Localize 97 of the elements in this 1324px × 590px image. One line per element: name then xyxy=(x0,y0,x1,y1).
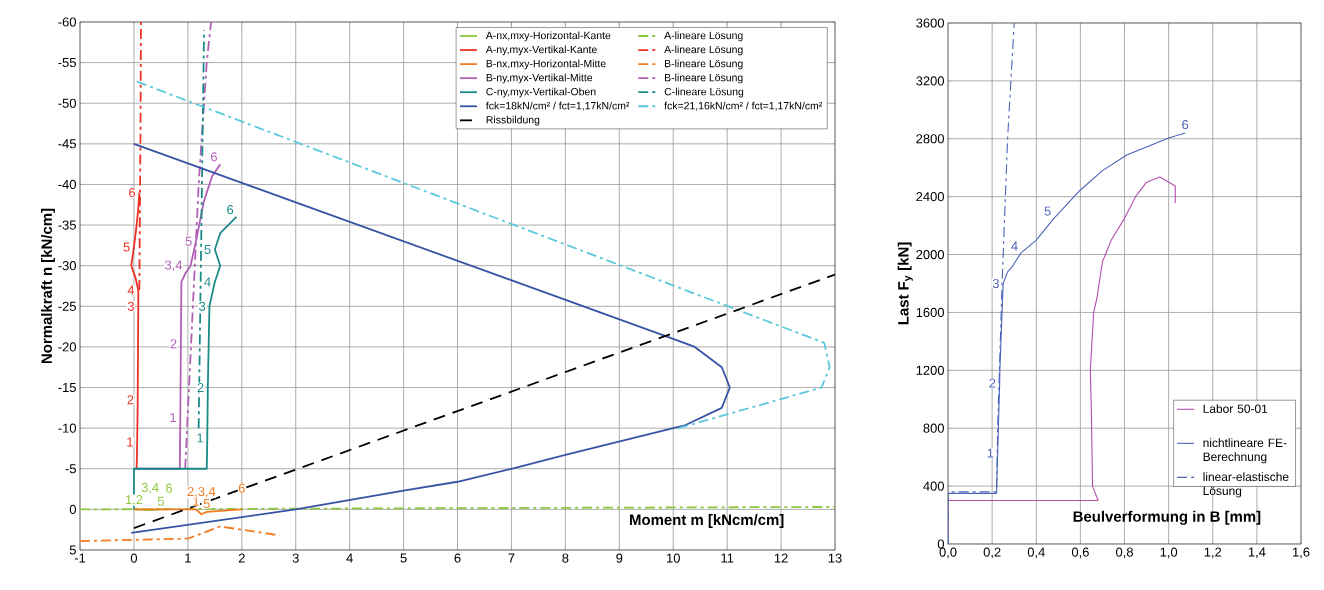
annotation: 1,2 xyxy=(125,494,143,506)
annotation: 5 xyxy=(1044,206,1051,216)
annotation: 1 xyxy=(127,437,133,447)
annotation: 1 xyxy=(197,433,203,443)
x-tick-label: 6 xyxy=(454,553,461,563)
legend-label: C-ny,myx-Vertikal-Oben xyxy=(486,87,596,98)
y-tick-label: -25 xyxy=(58,301,76,311)
annotation: 1 xyxy=(987,448,994,458)
x-tick-label: 5 xyxy=(400,553,407,563)
y-tick-label: 0 xyxy=(937,539,944,549)
y-axis-title: Normalkraft n [kN/cm] xyxy=(40,208,55,364)
x-tick-label: 0,8 xyxy=(1116,547,1133,559)
y-tick-label: -15 xyxy=(58,383,76,393)
x-tick-label: 1,4 xyxy=(1248,547,1266,559)
y-tick-label: 0 xyxy=(69,504,76,514)
x-tick-label: 0,0 xyxy=(939,547,957,559)
annotation: 4 xyxy=(1011,241,1018,251)
x-tick-label: 3 xyxy=(292,553,299,563)
legend-label: A-nx,mxy-Horizontal-Kante xyxy=(485,31,611,42)
y-tick-label: -20 xyxy=(58,342,76,352)
legend-label: fck=18kN/cm² / fct=1,17kN/cm² xyxy=(485,101,630,111)
x-tick-label: 4 xyxy=(346,553,353,563)
y-tick-label: -5 xyxy=(65,464,76,474)
legend-label: B-lineare Lösung xyxy=(665,59,743,70)
y-tick-label: 400 xyxy=(923,481,944,491)
y-tick-label: 3200 xyxy=(916,76,944,86)
annotation: 4 xyxy=(204,277,211,287)
legend-label: B-ny,myx-Vertikal-Mitte xyxy=(486,73,593,84)
annotation: 3 xyxy=(127,301,135,311)
legend-label: A-ny,myx-Vertikal-Kante xyxy=(485,45,597,56)
x-tick-label: 7 xyxy=(508,553,515,563)
x-tick-label: 12 xyxy=(774,553,788,563)
y-tick-label: -30 xyxy=(58,261,76,271)
annotation: 6 xyxy=(227,205,234,215)
legend-label: nichtlineare FE-Berechnung xyxy=(1203,438,1287,464)
legend-label: C-lineare Lösung xyxy=(664,87,744,98)
y-tick-label: 2000 xyxy=(916,249,944,260)
annotation: 6 xyxy=(1182,120,1189,130)
x-tick-label: 0,2 xyxy=(983,547,1001,559)
annotation: 2 xyxy=(170,339,177,349)
annotation: 1 xyxy=(170,413,177,423)
x-tick-label: 1 xyxy=(185,553,191,563)
annotation: 3 xyxy=(199,301,206,311)
legend-label: Labor 50-01 xyxy=(1203,404,1268,413)
annotation: 2,3,4 xyxy=(187,486,216,498)
annotation: 5 xyxy=(203,499,210,509)
legend-label: A-lineare Lösung xyxy=(664,45,743,56)
legend-label: Rissbildung xyxy=(486,115,540,126)
annotation: 5 xyxy=(185,236,192,246)
x-tick-label: 8 xyxy=(562,553,569,563)
annotation: 6 xyxy=(166,483,173,493)
y-axis-title: Last F$_{y}$ [kN] xyxy=(897,242,913,325)
x-tick-label: 9 xyxy=(616,553,623,563)
annotation: 4 xyxy=(127,285,135,295)
x-tick-label: -1 xyxy=(74,553,86,563)
legend-label: fck=21,16kN/cm² / fct=1,17kN/cm² xyxy=(664,101,823,111)
annotation: 5 xyxy=(157,496,164,506)
x-tick-label: 11 xyxy=(721,553,734,563)
x-tick-label: 10 xyxy=(667,553,680,563)
x-tick-label: 1,6 xyxy=(1293,547,1310,559)
x-tick-label: 13 xyxy=(828,553,842,563)
y-tick-label: 1200 xyxy=(916,365,944,375)
annotation: 6 xyxy=(238,483,245,493)
annotation: 2 xyxy=(989,378,996,388)
annotation: 2 xyxy=(127,395,134,405)
x-axis-title: Moment m [kNcm/cm] xyxy=(630,514,784,528)
annotation: 6 xyxy=(210,152,217,162)
x-tick-label: 1,2 xyxy=(1204,547,1222,559)
y-tick-label: 2800 xyxy=(916,134,944,144)
y-tick-label: -60 xyxy=(58,17,76,27)
y-tick-label: 2400 xyxy=(916,192,944,202)
annotation: 3,4 xyxy=(141,482,159,494)
y-tick-label: 800 xyxy=(923,423,944,433)
legend-label: B-lineare Lösung xyxy=(665,73,743,84)
x-tick-label: 0 xyxy=(130,553,138,563)
y-tick-label: 1600 xyxy=(916,307,944,318)
annotation: 2 xyxy=(197,383,204,393)
annotation: 3 xyxy=(992,278,999,289)
y-tick-label: 3600 xyxy=(916,18,944,28)
x-axis-title: Beulverformung in B [mm] xyxy=(1073,510,1261,525)
x-tick-label: 1,0 xyxy=(1160,547,1178,559)
annotation: 5 xyxy=(204,244,211,254)
y-tick-label: -45 xyxy=(58,139,76,149)
y-tick-label: -10 xyxy=(58,423,76,433)
legend-label: B-nx,mxy-Horizontal-Mitte xyxy=(486,59,606,70)
annotation: 5 xyxy=(123,242,130,252)
x-tick-label: 0,4 xyxy=(1027,547,1045,559)
y-tick-label: -55 xyxy=(58,58,76,68)
y-tick-label: -35 xyxy=(58,220,76,230)
y-tick-label: -40 xyxy=(58,179,76,190)
y-tick-label: -50 xyxy=(58,98,76,108)
legend-label: linear-elastische Lösung xyxy=(1203,472,1289,498)
x-tick-label: 2 xyxy=(238,553,245,563)
annotation: 3,4 xyxy=(164,260,183,272)
legend-label: A-lineare Lösung xyxy=(664,31,743,42)
x-tick-label: 0,6 xyxy=(1071,547,1089,559)
annotation: 6 xyxy=(129,187,136,198)
